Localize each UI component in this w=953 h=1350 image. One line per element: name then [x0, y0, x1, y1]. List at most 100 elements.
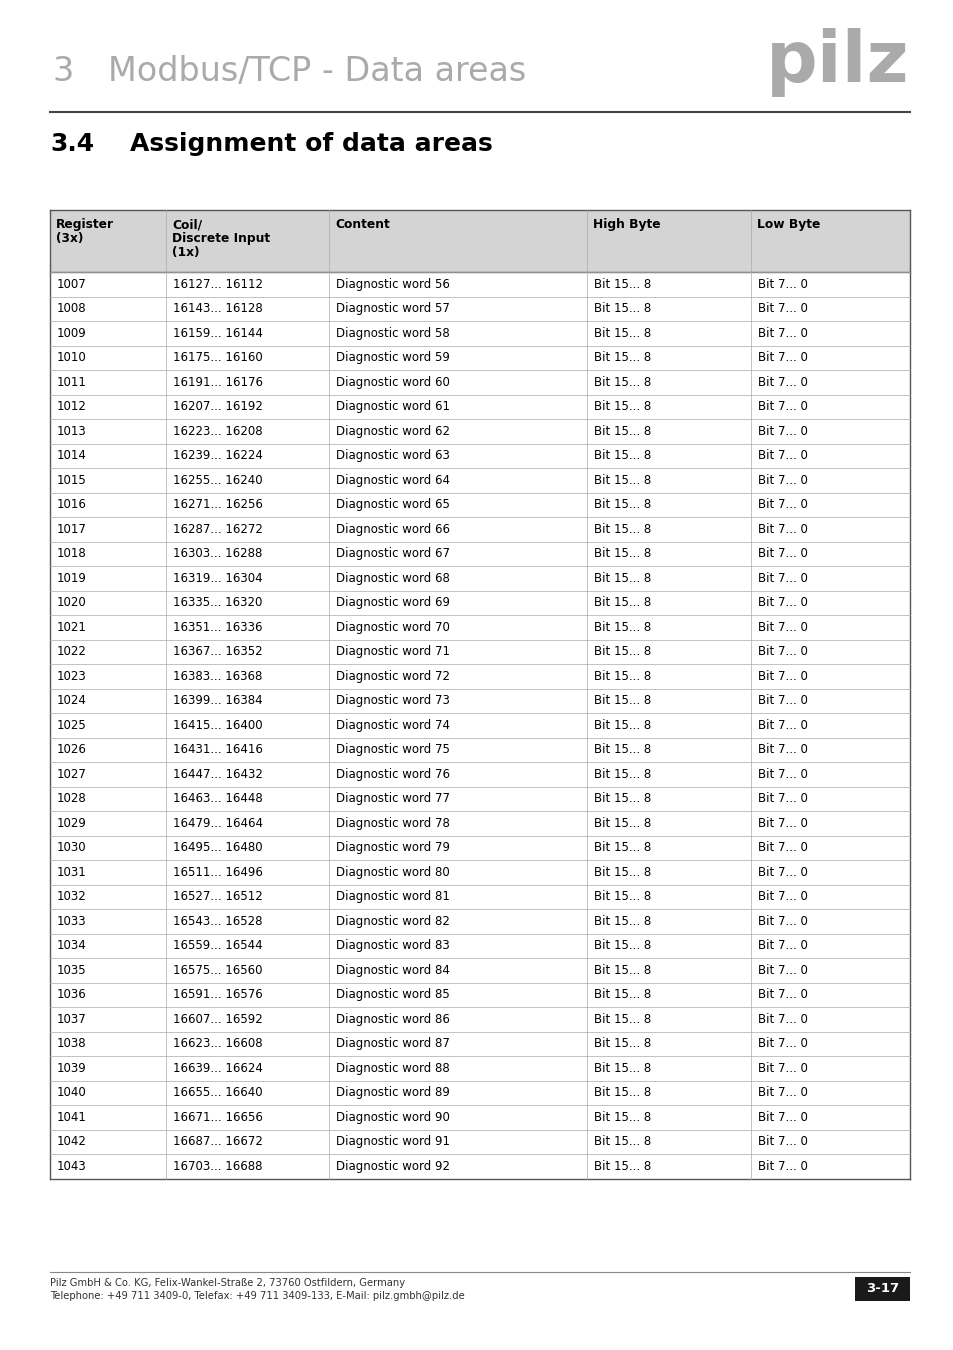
Text: Diagnostic word 74: Diagnostic word 74	[336, 718, 450, 732]
Bar	[50, 211, 909, 271]
Text: Diagnostic word 90: Diagnostic word 90	[336, 1111, 450, 1123]
Text: 1034: 1034	[57, 940, 87, 952]
Text: 1017: 1017	[57, 522, 87, 536]
Bar	[50, 884, 909, 909]
Text: Bit 7... 0: Bit 7... 0	[757, 375, 807, 389]
Bar	[50, 346, 909, 370]
Text: Bit 7... 0: Bit 7... 0	[757, 400, 807, 413]
Text: 16255... 16240: 16255... 16240	[172, 474, 262, 487]
Text: Diagnostic word 88: Diagnostic word 88	[336, 1061, 450, 1075]
Text: Bit 15... 8: Bit 15... 8	[594, 278, 651, 290]
Text: 16463... 16448: 16463... 16448	[172, 792, 263, 805]
Text: Bit 15... 8: Bit 15... 8	[594, 425, 651, 437]
Text: 1037: 1037	[57, 1012, 87, 1026]
Text: Diagnostic word 91: Diagnostic word 91	[336, 1135, 450, 1149]
Text: Bit 7... 0: Bit 7... 0	[757, 327, 807, 340]
Text: Bit 15... 8: Bit 15... 8	[594, 841, 651, 855]
Text: Diagnostic word 87: Diagnostic word 87	[336, 1037, 450, 1050]
Text: Diagnostic word 81: Diagnostic word 81	[336, 890, 450, 903]
Text: Bit 15... 8: Bit 15... 8	[594, 694, 651, 707]
Text: 1025: 1025	[57, 718, 87, 732]
Text: 16431... 16416: 16431... 16416	[172, 744, 263, 756]
Text: Bit 7... 0: Bit 7... 0	[757, 522, 807, 536]
Text: 16591... 16576: 16591... 16576	[172, 988, 263, 1002]
Text: 16479... 16464: 16479... 16464	[172, 817, 263, 830]
Text: Bit 7... 0: Bit 7... 0	[757, 302, 807, 316]
Text: Bit 7... 0: Bit 7... 0	[757, 792, 807, 805]
Text: 3.4: 3.4	[50, 132, 94, 157]
Text: Diagnostic word 56: Diagnostic word 56	[336, 278, 450, 290]
Text: 1033: 1033	[57, 915, 87, 927]
Bar	[50, 418, 909, 444]
Bar	[50, 640, 909, 664]
Text: 16271... 16256: 16271... 16256	[172, 498, 263, 512]
Text: Diagnostic word 68: Diagnostic word 68	[336, 572, 450, 585]
Bar	[50, 493, 909, 517]
Text: Discrete Input: Discrete Input	[172, 232, 270, 244]
Bar	[50, 590, 909, 616]
Text: Bit 7... 0: Bit 7... 0	[757, 425, 807, 437]
Text: 3-17: 3-17	[865, 1282, 898, 1296]
Bar	[854, 1277, 909, 1301]
Text: Bit 7... 0: Bit 7... 0	[757, 621, 807, 633]
Text: 16527... 16512: 16527... 16512	[172, 890, 263, 903]
Text: Bit 15... 8: Bit 15... 8	[594, 817, 651, 830]
Text: 1030: 1030	[57, 841, 87, 855]
Text: 16303... 16288: 16303... 16288	[172, 547, 262, 560]
Text: 1038: 1038	[57, 1037, 87, 1050]
Bar	[50, 370, 909, 394]
Text: 1010: 1010	[57, 351, 87, 364]
Text: 1012: 1012	[57, 400, 87, 413]
Text: 16447... 16432: 16447... 16432	[172, 768, 263, 780]
Text: Bit 15... 8: Bit 15... 8	[594, 744, 651, 756]
Text: Bit 15... 8: Bit 15... 8	[594, 302, 651, 316]
Text: Bit 15... 8: Bit 15... 8	[594, 890, 651, 903]
Text: Bit 7... 0: Bit 7... 0	[757, 841, 807, 855]
Text: Bit 15... 8: Bit 15... 8	[594, 915, 651, 927]
Text: Bit 15... 8: Bit 15... 8	[594, 792, 651, 805]
Bar	[50, 1080, 909, 1106]
Text: Bit 7... 0: Bit 7... 0	[757, 547, 807, 560]
Text: Bit 7... 0: Bit 7... 0	[757, 450, 807, 462]
Text: High Byte: High Byte	[593, 217, 660, 231]
Text: Diagnostic word 73: Diagnostic word 73	[336, 694, 450, 707]
Text: Bit 15... 8: Bit 15... 8	[594, 498, 651, 512]
Text: Bit 15... 8: Bit 15... 8	[594, 670, 651, 683]
Text: 1015: 1015	[57, 474, 87, 487]
Bar	[50, 321, 909, 346]
Bar	[50, 983, 909, 1007]
Bar	[50, 909, 909, 933]
Text: Bit 15... 8: Bit 15... 8	[594, 940, 651, 952]
Text: 16319... 16304: 16319... 16304	[172, 572, 262, 585]
Text: 1042: 1042	[57, 1135, 87, 1149]
Text: Bit 7... 0: Bit 7... 0	[757, 865, 807, 879]
Bar	[50, 933, 909, 958]
Text: 1021: 1021	[57, 621, 87, 633]
Text: 16703... 16688: 16703... 16688	[172, 1160, 262, 1173]
Text: 1035: 1035	[57, 964, 87, 977]
Text: 16159... 16144: 16159... 16144	[172, 327, 263, 340]
Text: 1023: 1023	[57, 670, 87, 683]
Text: Register: Register	[56, 217, 114, 231]
Text: Diagnostic word 57: Diagnostic word 57	[336, 302, 450, 316]
Text: Bit 15... 8: Bit 15... 8	[594, 621, 651, 633]
Text: Bit 7... 0: Bit 7... 0	[757, 597, 807, 609]
Text: 1024: 1024	[57, 694, 87, 707]
Text: 16575... 16560: 16575... 16560	[172, 964, 262, 977]
Text: Bit 7... 0: Bit 7... 0	[757, 1087, 807, 1099]
Text: Diagnostic word 77: Diagnostic word 77	[336, 792, 450, 805]
Bar	[50, 541, 909, 566]
Text: 16687... 16672: 16687... 16672	[172, 1135, 263, 1149]
Text: 1016: 1016	[57, 498, 87, 512]
Bar	[50, 713, 909, 737]
Text: 1041: 1041	[57, 1111, 87, 1123]
Text: Bit 7... 0: Bit 7... 0	[757, 1135, 807, 1149]
Text: Content: Content	[335, 217, 390, 231]
Text: Diagnostic word 83: Diagnostic word 83	[336, 940, 450, 952]
Bar	[50, 616, 909, 640]
Text: Modbus/TCP - Data areas: Modbus/TCP - Data areas	[108, 55, 526, 88]
Text: pilz: pilz	[765, 28, 909, 97]
Text: 16367... 16352: 16367... 16352	[172, 645, 262, 659]
Text: Diagnostic word 92: Diagnostic word 92	[336, 1160, 450, 1173]
Bar	[50, 1106, 909, 1130]
